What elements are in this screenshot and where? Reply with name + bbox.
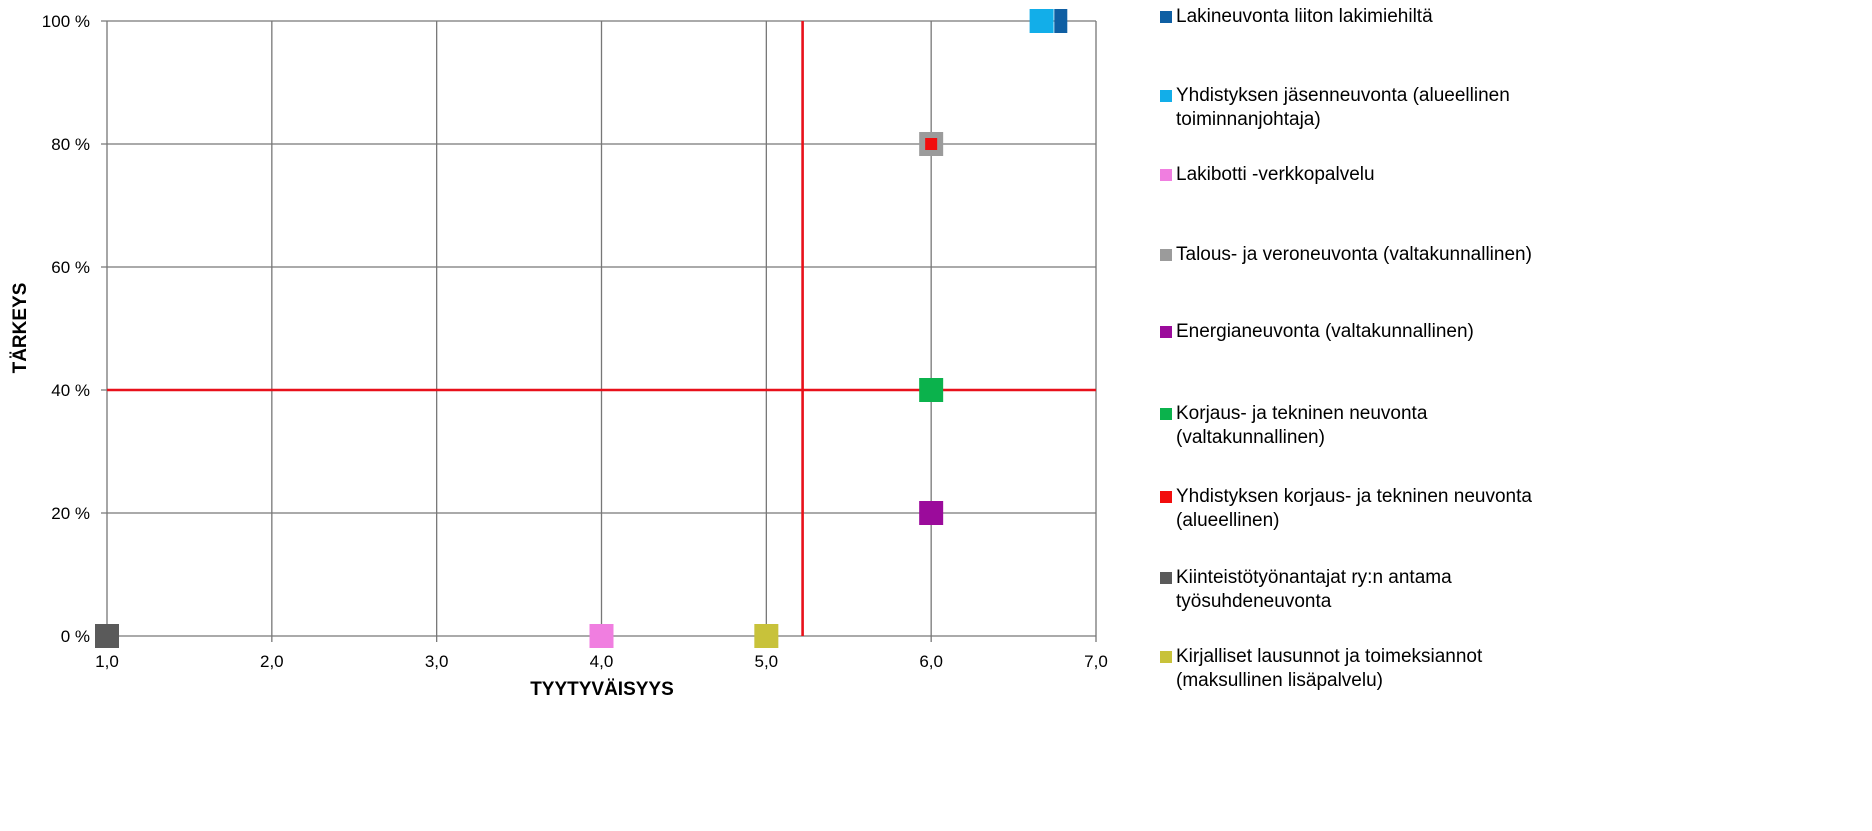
y-tick-label: 100 % [42, 12, 90, 31]
x-tick-label: 7,0 [1084, 652, 1108, 671]
x-tick-label: 2,0 [260, 652, 284, 671]
x-tick-labels: 1,0 2,0 3,0 4,0 5,0 6,0 7,0 [95, 652, 1108, 671]
y-tick-label: 80 % [51, 135, 90, 154]
legend-swatch [1160, 169, 1172, 181]
legend-item: Talous- ja veroneuvonta (valtakunnalline… [1160, 243, 1865, 267]
x-tick-label: 3,0 [425, 652, 449, 671]
legend-swatch [1160, 491, 1172, 503]
legend-swatch [1160, 249, 1172, 261]
y-tick-label: 20 % [51, 504, 90, 523]
legend-item: Kiinteistötyönantajat ry:n antama työsuh… [1160, 566, 1865, 614]
y-tick-label: 60 % [51, 258, 90, 277]
data-point [919, 501, 944, 525]
legend-swatch [1160, 651, 1172, 663]
data-point [95, 624, 119, 648]
x-tick-label: 6,0 [919, 652, 943, 671]
legend-swatch [1160, 408, 1172, 420]
x-axis-title: TYYTYVÄISYYS [530, 679, 674, 700]
x-tick-label: 1,0 [95, 652, 119, 671]
legend-label: Yhdistyksen korjaus- ja tekninen neuvont… [1176, 486, 1532, 531]
legend-label: Energianeuvonta (valtakunnallinen) [1176, 321, 1474, 342]
legend-label: Korjaus- ja tekninen neuvonta (valtakunn… [1176, 403, 1428, 448]
y-tick-label: 40 % [51, 381, 90, 400]
x-tick-label: 4,0 [590, 652, 614, 671]
grid-lines [101, 20, 1097, 642]
data-point [925, 138, 938, 150]
y-axis-title: TÄRKEYS [10, 283, 31, 374]
y-tick-label: 0 % [61, 627, 90, 646]
legend-swatch [1160, 326, 1172, 338]
legend-label: Kiinteistötyönantajat ry:n antama työsuh… [1176, 567, 1452, 612]
data-point [754, 624, 779, 648]
legend-swatch [1160, 572, 1172, 584]
data-point [1054, 9, 1068, 33]
data-point [589, 624, 614, 648]
x-tick-label: 5,0 [755, 652, 779, 671]
data-points [95, 9, 1068, 648]
legend-swatch [1160, 90, 1172, 102]
scatter-chart: 1,0 2,0 3,0 4,0 5,0 6,0 7,0 0 % 20 % 40 % 60 % 80 … [10, 9, 1108, 700]
legend-item: Kirjalliset lausunnot ja toimeksiannot (… [1160, 645, 1865, 693]
legend: Lakineuvonta liiton lakimiehiltä Yhdistyk… [1160, 0, 1872, 831]
legend-item: Korjaus- ja tekninen neuvonta (valtakunn… [1160, 402, 1865, 450]
legend-label: Lakineuvonta liiton lakimiehiltä [1176, 6, 1433, 27]
legend-item: Yhdistyksen jäsenneuvonta (alueellinen t… [1160, 84, 1865, 132]
legend-item: Energianeuvonta (valtakunnallinen) [1160, 320, 1865, 344]
legend-item: Lakineuvonta liiton lakimiehiltä [1160, 5, 1865, 29]
data-point [1029, 9, 1054, 33]
legend-item: Lakibotti -verkkopalvelu [1160, 163, 1865, 187]
y-tick-labels: 0 % 20 % 40 % 60 % 80 % 100 % [42, 12, 90, 646]
data-point [919, 378, 944, 402]
legend-label: Kirjalliset lausunnot ja toimeksiannot (… [1176, 646, 1483, 691]
legend-label: Lakibotti -verkkopalvelu [1176, 164, 1375, 185]
legend-label: Talous- ja veroneuvonta (valtakunnalline… [1176, 244, 1532, 265]
legend-item: Yhdistyksen korjaus- ja tekninen neuvont… [1160, 485, 1865, 533]
legend-swatch [1160, 11, 1172, 23]
legend-label: Yhdistyksen jäsenneuvonta (alueellinen t… [1176, 85, 1510, 130]
